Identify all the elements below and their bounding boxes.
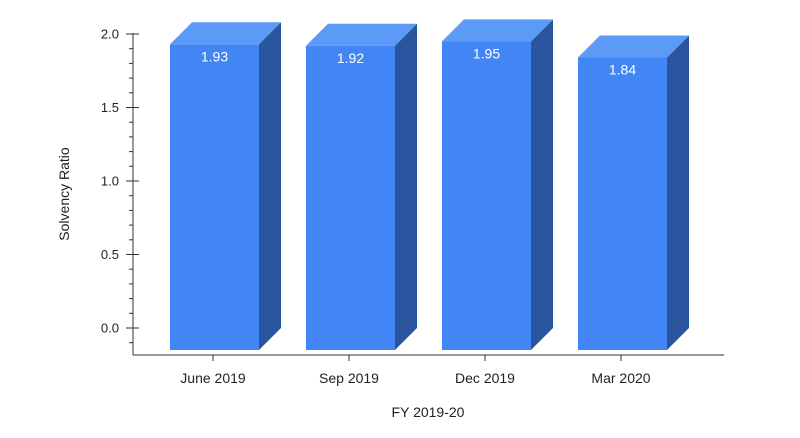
bar: 1.92 bbox=[306, 23, 417, 350]
bar-front-face bbox=[170, 44, 259, 350]
y-tick-label: 2.0 bbox=[101, 27, 119, 42]
bar-front-face bbox=[306, 45, 395, 350]
bar-top-face bbox=[306, 23, 417, 46]
x-axis-title: FY 2019-20 bbox=[392, 404, 465, 420]
bar-side-face bbox=[667, 35, 689, 351]
bar-data-label: 1.84 bbox=[609, 62, 636, 78]
bar-side-face bbox=[531, 19, 553, 350]
x-ticks-group: June 2019 Sep 2019 Dec 2019 Mar 2020 bbox=[180, 355, 651, 386]
y-tick-label: 0.5 bbox=[101, 247, 119, 262]
bar-data-label: 1.92 bbox=[337, 50, 364, 66]
bar: 1.95 bbox=[442, 19, 553, 350]
y-tick-label: 1.0 bbox=[101, 174, 119, 189]
y-ticks-group: 0.0 0.5 1.0 1.5 2.0 bbox=[101, 27, 139, 344]
y-tick-label: 1.5 bbox=[101, 100, 119, 115]
bar: 1.84 bbox=[578, 35, 689, 351]
y-tick-label: 0.0 bbox=[101, 321, 119, 336]
bar-data-label: 1.95 bbox=[473, 45, 500, 61]
axes-group bbox=[132, 33, 724, 356]
x-category-label: Sep 2019 bbox=[319, 370, 379, 386]
bar: 1.93 bbox=[170, 22, 281, 350]
bar-side-face bbox=[259, 22, 281, 350]
bar-front-face bbox=[578, 57, 667, 351]
bar-data-label: 1.93 bbox=[201, 48, 228, 64]
bar-front-face bbox=[442, 41, 531, 350]
bar-top-face bbox=[442, 19, 553, 42]
bar-side-face bbox=[395, 23, 417, 350]
y-axis-title: Solvency Ratio bbox=[56, 147, 72, 241]
x-category-label: Dec 2019 bbox=[455, 370, 515, 386]
x-category-label: Mar 2020 bbox=[591, 370, 650, 386]
bars-group: 1.93 1.92 1.95 1.84 bbox=[170, 19, 689, 351]
bar-top-face bbox=[578, 35, 689, 58]
x-category-label: June 2019 bbox=[180, 370, 246, 386]
bar-top-face bbox=[170, 22, 281, 45]
